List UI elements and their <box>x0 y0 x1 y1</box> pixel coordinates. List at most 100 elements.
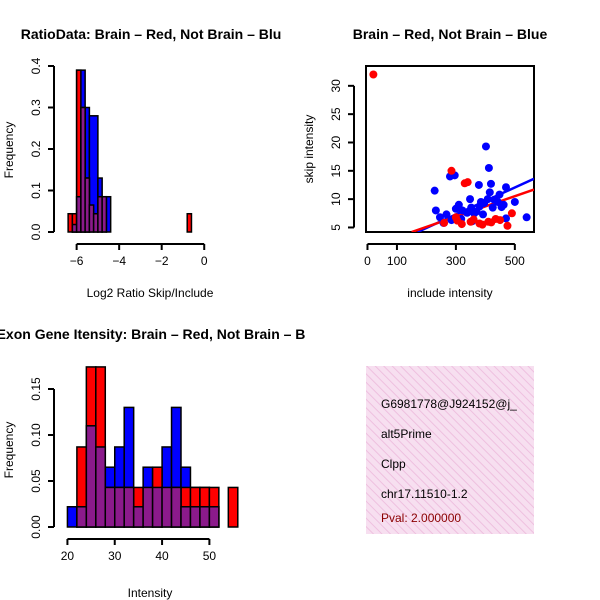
scatter-xlabel: include intensity <box>407 286 492 300</box>
point-brain-6 <box>507 209 516 218</box>
x-tick-label: 300 <box>446 254 466 268</box>
bar-not-brain-0 <box>66 506 78 528</box>
ratio-hist-xlabel: Log2 Ratio Skip/Include <box>87 286 214 300</box>
point-not-brain-8 <box>474 180 483 189</box>
event-type: alt5Prime <box>381 427 432 441</box>
y-tick-label: 0.0 <box>29 223 43 240</box>
y-tick-label: 0.00 <box>29 515 43 539</box>
bar-brain-5 <box>186 212 193 233</box>
bar-overlap-7 <box>101 195 108 233</box>
y-tick-label: 25 <box>329 107 343 121</box>
x-tick-label: 20 <box>61 549 75 563</box>
point-not-brain-36 <box>431 206 440 215</box>
x-tick-label: 500 <box>505 254 525 268</box>
intensity-hist-xlabel: Intensity <box>128 586 173 600</box>
y-tick-label: 0.4 <box>29 57 43 74</box>
bar-overlap-4 <box>113 486 125 528</box>
x-tick-label: 0 <box>364 254 371 268</box>
point-brain-14 <box>491 214 500 223</box>
point-not-brain-35 <box>485 188 494 197</box>
y-tick-label: 0.3 <box>29 99 43 116</box>
point-not-brain-21 <box>522 213 531 222</box>
point-brain-12 <box>478 220 487 229</box>
x-tick-label: −2 <box>155 254 169 268</box>
y-tick-label: 0.1 <box>29 182 43 199</box>
point-brain-3 <box>463 178 472 187</box>
point-not-brain-30 <box>502 183 510 192</box>
intensity-hist-title: Exon Gene Itensity: Brain – Red, Not Bra… <box>0 326 305 342</box>
point-not-brain-23 <box>442 210 451 219</box>
point-not-brain-0 <box>430 186 439 195</box>
point-not-brain-25 <box>463 208 472 217</box>
pval: Pval: 2.000000 <box>381 511 461 525</box>
bar-overlap-11 <box>180 506 192 528</box>
y-tick-label: 0.15 <box>29 377 43 401</box>
x-tick-label: 100 <box>387 254 407 268</box>
y-tick-label: 0.05 <box>29 469 43 493</box>
point-not-brain-27 <box>479 210 488 219</box>
point-not-brain-14 <box>486 179 495 188</box>
info-panel-background <box>366 366 534 534</box>
point-brain-0 <box>369 70 378 79</box>
bar-overlap-9 <box>161 486 173 528</box>
y-tick-label: 20 <box>329 135 343 149</box>
point-not-brain-29 <box>495 190 504 199</box>
intensity-hist-ylabel: Frequency <box>2 422 16 479</box>
bar-overlap-1 <box>85 425 97 528</box>
point-not-brain-34 <box>475 202 484 211</box>
event-id: G6981778@J924152@j_ <box>381 397 517 411</box>
scatter-ylabel: skip intensity <box>302 115 316 184</box>
y-tick-label: 10 <box>329 192 343 206</box>
scatter-plot-frame <box>365 65 535 233</box>
bar-brain-13 <box>227 486 239 528</box>
ratio-histogram-panel: RatioData: Brain – Red, Not Brain – Blu … <box>2 26 281 300</box>
point-not-brain-12 <box>483 195 492 204</box>
y-tick-label: 30 <box>329 79 343 93</box>
ratio-hist-bars <box>67 69 193 233</box>
point-not-brain-11 <box>481 142 490 151</box>
y-tick-label: 0.10 <box>29 423 43 447</box>
point-not-brain-20 <box>510 197 519 206</box>
point-not-brain-5 <box>466 195 475 204</box>
bar-overlap-14 <box>208 506 220 528</box>
bar-overlap-2 <box>80 106 86 233</box>
point-not-brain-18 <box>499 200 508 209</box>
ratio-hist-title: RatioData: Brain – Red, Not Brain – Blu <box>21 26 282 42</box>
bar-overlap-7 <box>142 486 154 528</box>
bar-overlap-2 <box>95 446 107 528</box>
intensity-hist-axes: 20 30 40 50 0.00 0.05 0.10 0.15 <box>29 377 216 563</box>
bar-overlap-12 <box>189 506 201 528</box>
x-tick-label: 40 <box>155 549 169 563</box>
point-not-brain-13 <box>484 163 493 172</box>
y-tick-label: 15 <box>329 164 343 178</box>
info-panel: G6981778@J924152@j_ alt5Prime Clpp chr17… <box>366 366 534 534</box>
x-tick-label: 50 <box>203 549 217 563</box>
point-not-brain-24 <box>451 204 460 213</box>
scatter-axes: 0 100 300 500 5 10 15 20 25 30 <box>329 79 525 268</box>
point-brain-16 <box>469 215 478 224</box>
point-brain-17 <box>503 221 512 230</box>
ratio-hist-ylabel: Frequency <box>2 122 16 179</box>
gene-name: Clpp <box>381 457 406 471</box>
bar-overlap-8 <box>151 486 163 528</box>
ratio-hist-axes: −6 −4 −2 0 0.0 0.1 0.2 0.3 0.4 <box>29 57 208 268</box>
intensity-histogram-panel: Exon Gene Itensity: Brain – Red, Not Bra… <box>0 326 305 600</box>
bar-overlap-13 <box>199 506 211 528</box>
point-brain-8 <box>457 220 466 229</box>
x-tick-label: 30 <box>108 549 122 563</box>
bar-overlap-3 <box>104 486 116 528</box>
point-brain-1 <box>447 166 456 175</box>
y-tick-label: 0.2 <box>29 140 43 157</box>
x-tick-label: −6 <box>70 254 84 268</box>
scatter-points <box>369 70 531 230</box>
scatter-title: Brain – Red, Not Brain – Blue <box>353 26 548 42</box>
bar-overlap-10 <box>170 486 182 528</box>
x-tick-label: 0 <box>201 254 208 268</box>
bar-overlap-0 <box>76 506 88 528</box>
point-brain-9 <box>440 218 449 227</box>
intensity-hist-bars <box>66 366 239 528</box>
y-tick-label: 5 <box>329 224 343 231</box>
bar-overlap-5 <box>123 486 135 528</box>
locus: chr17.11510-1.2 <box>381 487 468 501</box>
